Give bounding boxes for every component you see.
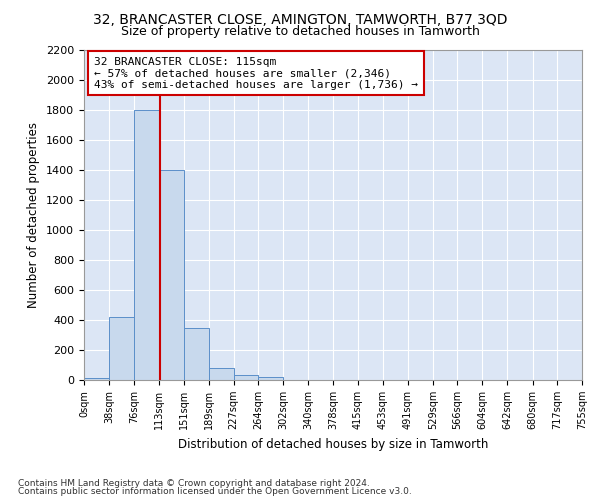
Text: Size of property relative to detached houses in Tamworth: Size of property relative to detached ho…: [121, 25, 479, 38]
Bar: [209, 368, 234, 380]
Text: Contains public sector information licensed under the Open Government Licence v3: Contains public sector information licen…: [18, 487, 412, 496]
Text: Contains HM Land Registry data © Crown copyright and database right 2024.: Contains HM Land Registry data © Crown c…: [18, 478, 370, 488]
Bar: [234, 375, 258, 380]
Bar: [84, 378, 109, 380]
Bar: [184, 328, 209, 380]
Y-axis label: Number of detached properties: Number of detached properties: [28, 122, 40, 308]
Bar: [258, 378, 283, 380]
X-axis label: Distribution of detached houses by size in Tamworth: Distribution of detached houses by size …: [178, 438, 488, 450]
Bar: [109, 317, 134, 380]
Bar: [158, 170, 184, 380]
Bar: [134, 110, 158, 380]
Text: 32 BRANCASTER CLOSE: 115sqm
← 57% of detached houses are smaller (2,346)
43% of : 32 BRANCASTER CLOSE: 115sqm ← 57% of det…: [94, 56, 418, 90]
Text: 32, BRANCASTER CLOSE, AMINGTON, TAMWORTH, B77 3QD: 32, BRANCASTER CLOSE, AMINGTON, TAMWORTH…: [93, 12, 507, 26]
